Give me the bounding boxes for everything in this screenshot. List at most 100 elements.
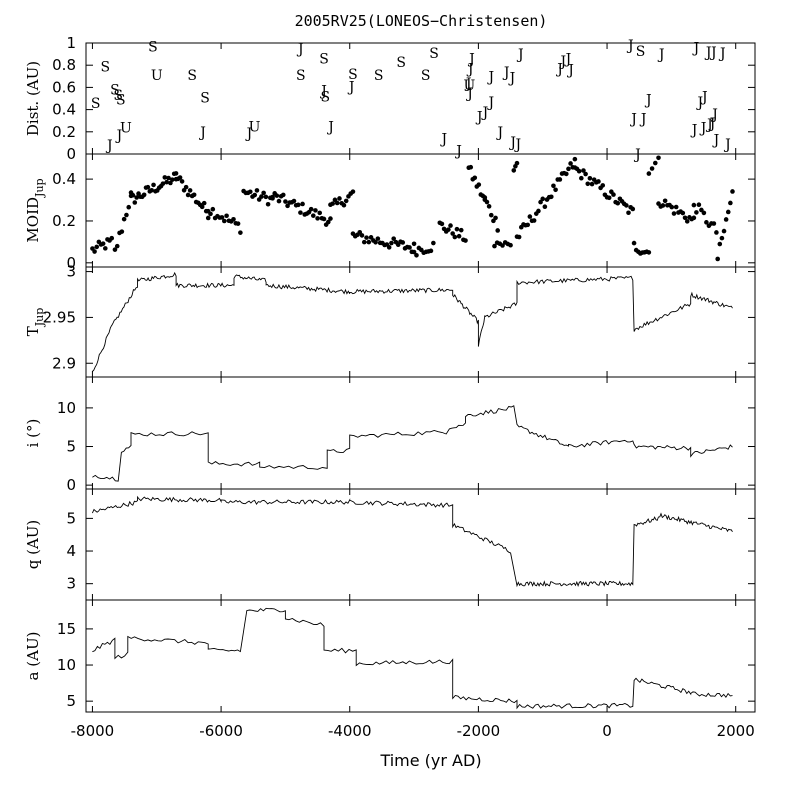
moid-point [328, 216, 333, 221]
moid-point [646, 250, 652, 255]
moid-point [247, 189, 253, 195]
planet-letter-J: J [639, 111, 647, 127]
moid-point [492, 243, 497, 249]
moid-point [596, 179, 601, 184]
planet-letter-U: U [151, 68, 163, 84]
moid-point [164, 179, 169, 185]
ytick-label-a: 10 [57, 656, 76, 674]
moid-point [141, 192, 147, 198]
moid-point [238, 230, 243, 235]
moid-point [669, 204, 675, 210]
planet-letter-J: J [516, 47, 524, 63]
moid-point [714, 230, 719, 235]
planet-letter-J: J [626, 38, 634, 54]
moid-point [696, 202, 702, 208]
moid-point [684, 219, 690, 224]
moid-point [553, 187, 558, 193]
ytick-label-dist: 0 [66, 145, 76, 163]
xtick-label: 2000 [717, 722, 755, 740]
moid-point [102, 246, 108, 251]
moid-point [162, 175, 168, 180]
moid-point [149, 187, 154, 193]
planet-letter-J: J [481, 105, 489, 121]
moid-point [366, 239, 372, 245]
moid-point [711, 221, 717, 226]
x-axis: -8000 -6000 -4000 -2000 0 2000 [71, 722, 755, 740]
moid-point [375, 236, 381, 241]
ytick-label-q: 3 [66, 575, 76, 593]
moid-point [456, 233, 462, 239]
moid-point [291, 198, 297, 204]
xtick-label: 0 [602, 722, 612, 740]
moid-point [691, 202, 697, 208]
planet-letter-S: S [113, 88, 123, 104]
planet-letter-S: S [429, 46, 439, 62]
panel-a: 5 10 15 a (AU) [24, 599, 756, 713]
moid-point [411, 241, 417, 247]
moid-point [407, 245, 412, 250]
moid-point [151, 182, 156, 188]
planet-letter-J: J [486, 69, 494, 85]
moid-point [730, 189, 735, 194]
moid-point [315, 216, 320, 221]
moid-point [341, 202, 347, 208]
xtick-label: -8000 [71, 722, 115, 740]
planet-letter-S: S [187, 68, 197, 84]
series-line-q [91, 495, 733, 588]
ytick-label-incl: 0 [66, 476, 76, 494]
moid-point [92, 249, 97, 254]
ytick-label-tjup: 3 [66, 263, 76, 281]
moid-point [673, 204, 679, 210]
moid-point [452, 234, 458, 240]
moid-point [579, 175, 584, 181]
planet-letter-J: J [709, 45, 717, 61]
moid-point [114, 243, 120, 249]
moid-point [721, 228, 727, 234]
moid-point [525, 222, 531, 228]
moid-point [252, 192, 258, 198]
planet-letter-J: J [555, 62, 563, 78]
moid-point [295, 202, 301, 208]
moid-point [516, 234, 522, 240]
moid-point [300, 201, 305, 207]
xtick-label: -6000 [199, 722, 243, 740]
moid-point [219, 215, 225, 220]
panel-moid: 0 0.2 0.4 MOIDJup [24, 153, 756, 272]
moid-point [134, 195, 139, 200]
moid-point [330, 201, 335, 206]
moid-point [235, 221, 241, 226]
planet-letter-J: J [467, 52, 475, 68]
moid-point [631, 240, 637, 246]
moid-point [542, 204, 548, 210]
moid-point [411, 249, 417, 255]
planet-letter-J: J [502, 65, 510, 81]
ytick-label-tjup: 2.9 [52, 354, 76, 372]
planet-letter-J: J [508, 70, 516, 86]
planet-letter-S: S [320, 89, 330, 105]
moid-point [548, 194, 554, 200]
moid-point [124, 212, 129, 218]
moid-point [170, 177, 175, 182]
moid-point [626, 210, 631, 216]
planet-letter-J: J [347, 79, 355, 95]
ytick-label-dist: 0.2 [52, 123, 76, 141]
moid-point [630, 206, 636, 212]
planet-letter-S: S [116, 93, 126, 109]
moid-point [606, 195, 612, 201]
moid-point [682, 215, 688, 221]
moid-point [585, 181, 591, 187]
moid-point [715, 256, 720, 262]
planet-letter-S: S [148, 39, 158, 55]
moid-point [359, 233, 365, 238]
moid-point [185, 192, 191, 198]
moid-point [179, 179, 185, 184]
xtick-label: -4000 [328, 722, 372, 740]
planet-letter-J: J [723, 137, 731, 153]
planet-letter-J: J [439, 131, 447, 147]
ytick-label-incl: 5 [66, 438, 76, 456]
moid-point [308, 206, 314, 212]
ytick-label-dist: 0.4 [52, 101, 76, 119]
moid-point [662, 198, 668, 204]
